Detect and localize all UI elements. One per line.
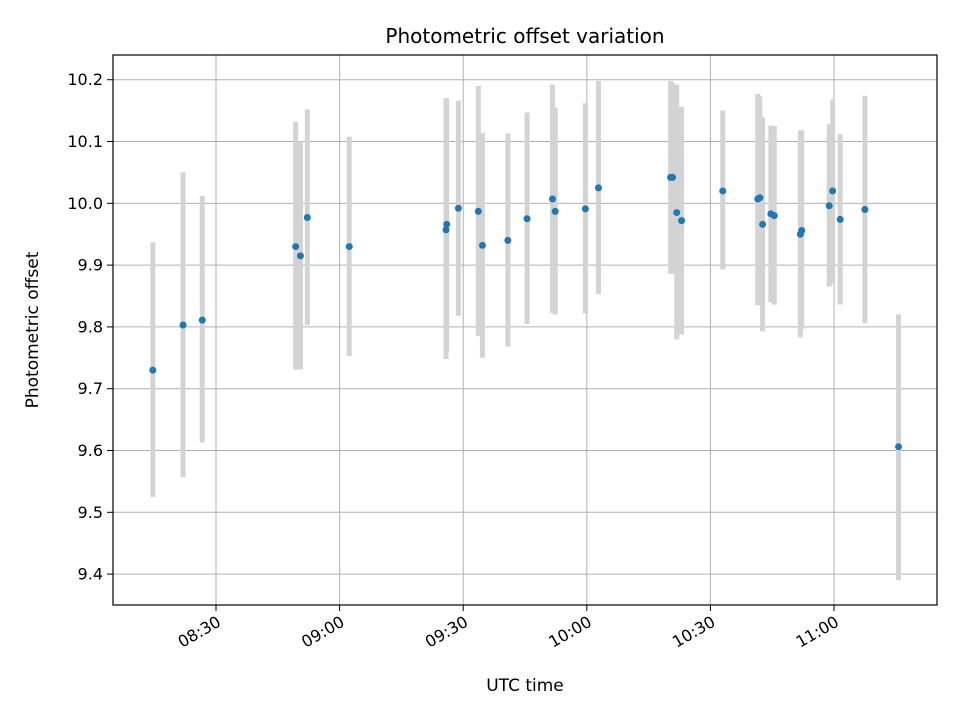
data-point	[551, 207, 559, 215]
data-point	[581, 205, 589, 213]
data-point	[474, 207, 482, 215]
data-point	[770, 212, 778, 220]
data-point	[861, 205, 869, 213]
data-point	[442, 226, 450, 234]
data-point	[829, 187, 837, 195]
data-point	[149, 366, 157, 374]
data-point	[594, 184, 602, 192]
data-point	[345, 243, 353, 251]
data-point	[303, 214, 311, 222]
y-tick-label: 10.0	[67, 194, 103, 213]
chart-title: Photometric offset variation	[385, 24, 664, 48]
y-tick-label: 9.9	[78, 256, 103, 275]
data-point	[759, 220, 767, 228]
data-point	[292, 243, 300, 251]
data-point	[825, 202, 833, 210]
data-point	[454, 204, 462, 212]
plot-area-frame	[112, 54, 938, 606]
data-point	[798, 227, 806, 235]
y-tick-label: 9.7	[78, 379, 103, 398]
data-point	[296, 252, 304, 260]
data-point	[198, 316, 206, 324]
data-point	[678, 217, 686, 225]
data-point	[548, 195, 556, 203]
y-tick-label: 9.8	[78, 317, 103, 336]
data-point	[179, 321, 187, 329]
y-tick-label: 9.6	[78, 441, 103, 460]
data-point	[756, 194, 764, 202]
data-point	[443, 220, 451, 228]
y-tick-label: 9.5	[78, 503, 103, 522]
data-point	[504, 236, 512, 244]
y-tick-label: 9.4	[78, 565, 103, 584]
data-point	[523, 215, 531, 223]
data-point	[719, 187, 727, 195]
data-point	[895, 443, 903, 451]
y-tick-label: 10.2	[67, 70, 103, 89]
data-point	[836, 215, 844, 223]
data-point	[673, 209, 681, 217]
data-points	[149, 173, 903, 451]
data-point	[669, 173, 677, 181]
data-point	[478, 241, 486, 249]
x-axis-label: UTC time	[486, 676, 564, 696]
y-tick-label: 10.1	[67, 132, 103, 151]
y-axis-label: Photometric offset	[23, 251, 43, 408]
